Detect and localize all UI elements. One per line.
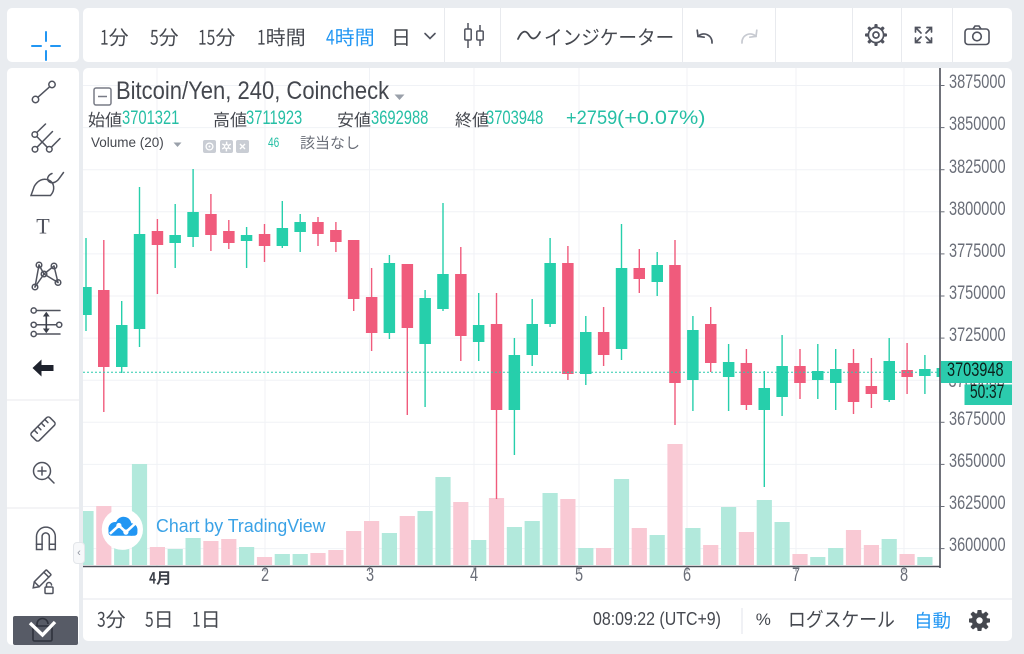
svg-text:T: T [36,214,50,239]
